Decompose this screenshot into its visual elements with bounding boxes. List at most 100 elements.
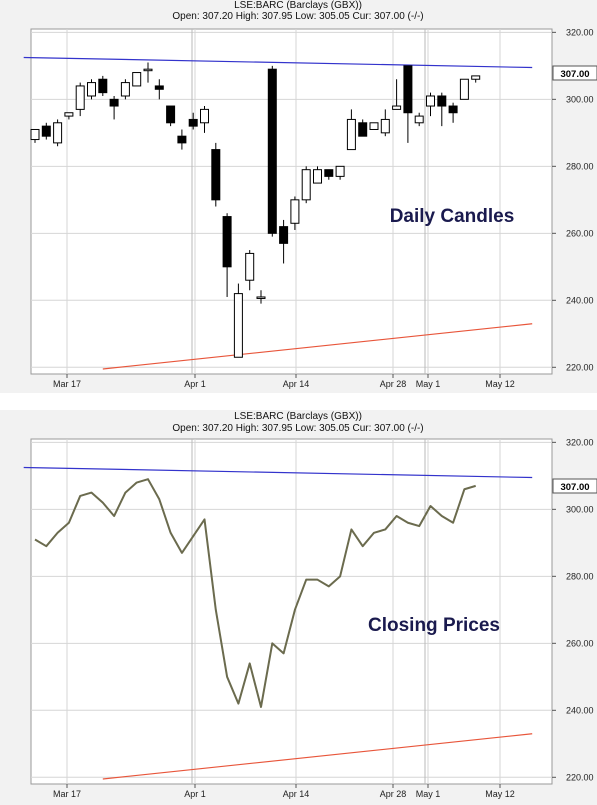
candle: [324, 169, 334, 180]
candle-body: [87, 82, 96, 97]
chart-title: LSE:BARC (Barclays (GBX)): [234, 411, 362, 422]
candle: [200, 106, 209, 133]
current-price-badge: 307.00: [552, 65, 597, 81]
candle: [98, 75, 108, 96]
candle-body: [120, 82, 130, 97]
candle-body: [98, 78, 108, 94]
candle: [290, 196, 300, 230]
current-price-label: 307.00: [560, 482, 589, 493]
candle-body: [132, 72, 142, 87]
candle-body: [166, 105, 176, 124]
candle: [471, 75, 481, 83]
candle: [335, 165, 345, 180]
y-tick-label: 260.00: [566, 638, 594, 648]
candle: [414, 112, 424, 127]
candle-body: [222, 216, 232, 268]
candle-body: [256, 296, 266, 299]
y-tick-label: 280.00: [566, 571, 594, 581]
candle-body: [346, 118, 356, 151]
candle: [380, 109, 390, 137]
x-tick-label: Mar 17: [53, 379, 81, 389]
candle-body: [426, 95, 435, 107]
candle-body: [403, 65, 413, 114]
candle: [403, 65, 413, 143]
y-tick-label: 240.00: [566, 295, 594, 305]
chart-subtitle: Open: 307.20 High: 307.95 Low: 305.05 Cu…: [172, 423, 423, 434]
candle-body: [143, 68, 153, 72]
candle: [109, 95, 119, 120]
candle-body: [437, 95, 447, 107]
candle: [143, 62, 153, 83]
candle-body: [471, 75, 481, 80]
line-chart-panel: LSE:BARC (Barclays (GBX)) Open: 307.20 H…: [0, 410, 597, 805]
x-tick-label: May 1: [416, 789, 441, 799]
candle-body: [313, 169, 322, 184]
current-price-label: 307.00: [560, 69, 589, 80]
y-tick-label: 280.00: [566, 161, 594, 171]
y-tick-label: 220.00: [566, 362, 594, 372]
candle: [459, 78, 469, 100]
y-tick-label: 300.00: [566, 504, 594, 514]
candlestick-chart-panel: LSE:BARC (Barclays (GBX)) Open: 307.20 H…: [0, 0, 597, 393]
candle: [154, 79, 164, 100]
chart-title: LSE:BARC (Barclays (GBX)): [234, 0, 362, 11]
candle: [346, 109, 356, 151]
candle-body: [459, 78, 469, 100]
x-tick-label: Mar 17: [53, 789, 81, 799]
x-tick-label: May 12: [485, 379, 515, 389]
candle-body: [188, 118, 198, 127]
x-tick-label: May 12: [485, 789, 515, 799]
candle: [30, 128, 40, 143]
y-tick-label: 320.00: [566, 27, 594, 37]
chart-subtitle: Open: 307.20 High: 307.95 Low: 305.05 Cu…: [172, 11, 423, 22]
candle-body: [324, 169, 334, 177]
candle-body: [267, 68, 277, 234]
x-tick-label: May 1: [416, 379, 441, 389]
candlestick-chart: LSE:BARC (Barclays (GBX)) Open: 307.20 H…: [23, 0, 597, 389]
trendline: [102, 323, 533, 370]
chart-annotation: Closing Prices: [368, 615, 500, 636]
candle: [75, 82, 85, 117]
candle-body: [279, 226, 289, 244]
candle-body: [245, 252, 255, 281]
candle: [132, 72, 142, 87]
y-tick-label: 320.00: [566, 437, 594, 447]
candle: [245, 250, 255, 291]
x-tick-label: Apr 14: [283, 379, 310, 389]
candle: [392, 79, 402, 110]
candle-body: [154, 85, 164, 90]
candle: [211, 142, 221, 207]
candle: [256, 290, 266, 304]
x-tick-label: Apr 1: [184, 379, 206, 389]
candle: [426, 92, 435, 117]
candle-body: [64, 112, 74, 117]
candle: [120, 79, 130, 100]
candle-body: [200, 108, 209, 124]
candle: [267, 65, 277, 237]
candle-body: [41, 125, 51, 137]
y-tick-label: 300.00: [566, 94, 594, 104]
candle: [369, 122, 379, 130]
candle-body: [392, 105, 402, 110]
candle: [41, 122, 51, 140]
candle: [313, 166, 322, 184]
current-price-badge: 307.00: [552, 478, 597, 494]
trendline: [23, 466, 533, 479]
candle: [301, 166, 311, 204]
plot-area: [30, 438, 553, 785]
chart-annotation: Daily Candles: [390, 206, 515, 227]
candle-body: [53, 122, 63, 144]
candle: [166, 105, 176, 127]
y-tick-label: 220.00: [566, 772, 594, 782]
x-tick-label: Apr 14: [283, 789, 310, 799]
y-tick-label: 240.00: [566, 705, 594, 715]
candle: [188, 112, 198, 130]
trendline: [102, 733, 533, 780]
candle-body: [358, 122, 368, 137]
candle: [177, 129, 187, 150]
candle: [279, 219, 289, 264]
candle-body: [109, 98, 119, 107]
candle: [358, 119, 368, 137]
candle-body: [335, 165, 345, 177]
candle: [87, 79, 96, 100]
